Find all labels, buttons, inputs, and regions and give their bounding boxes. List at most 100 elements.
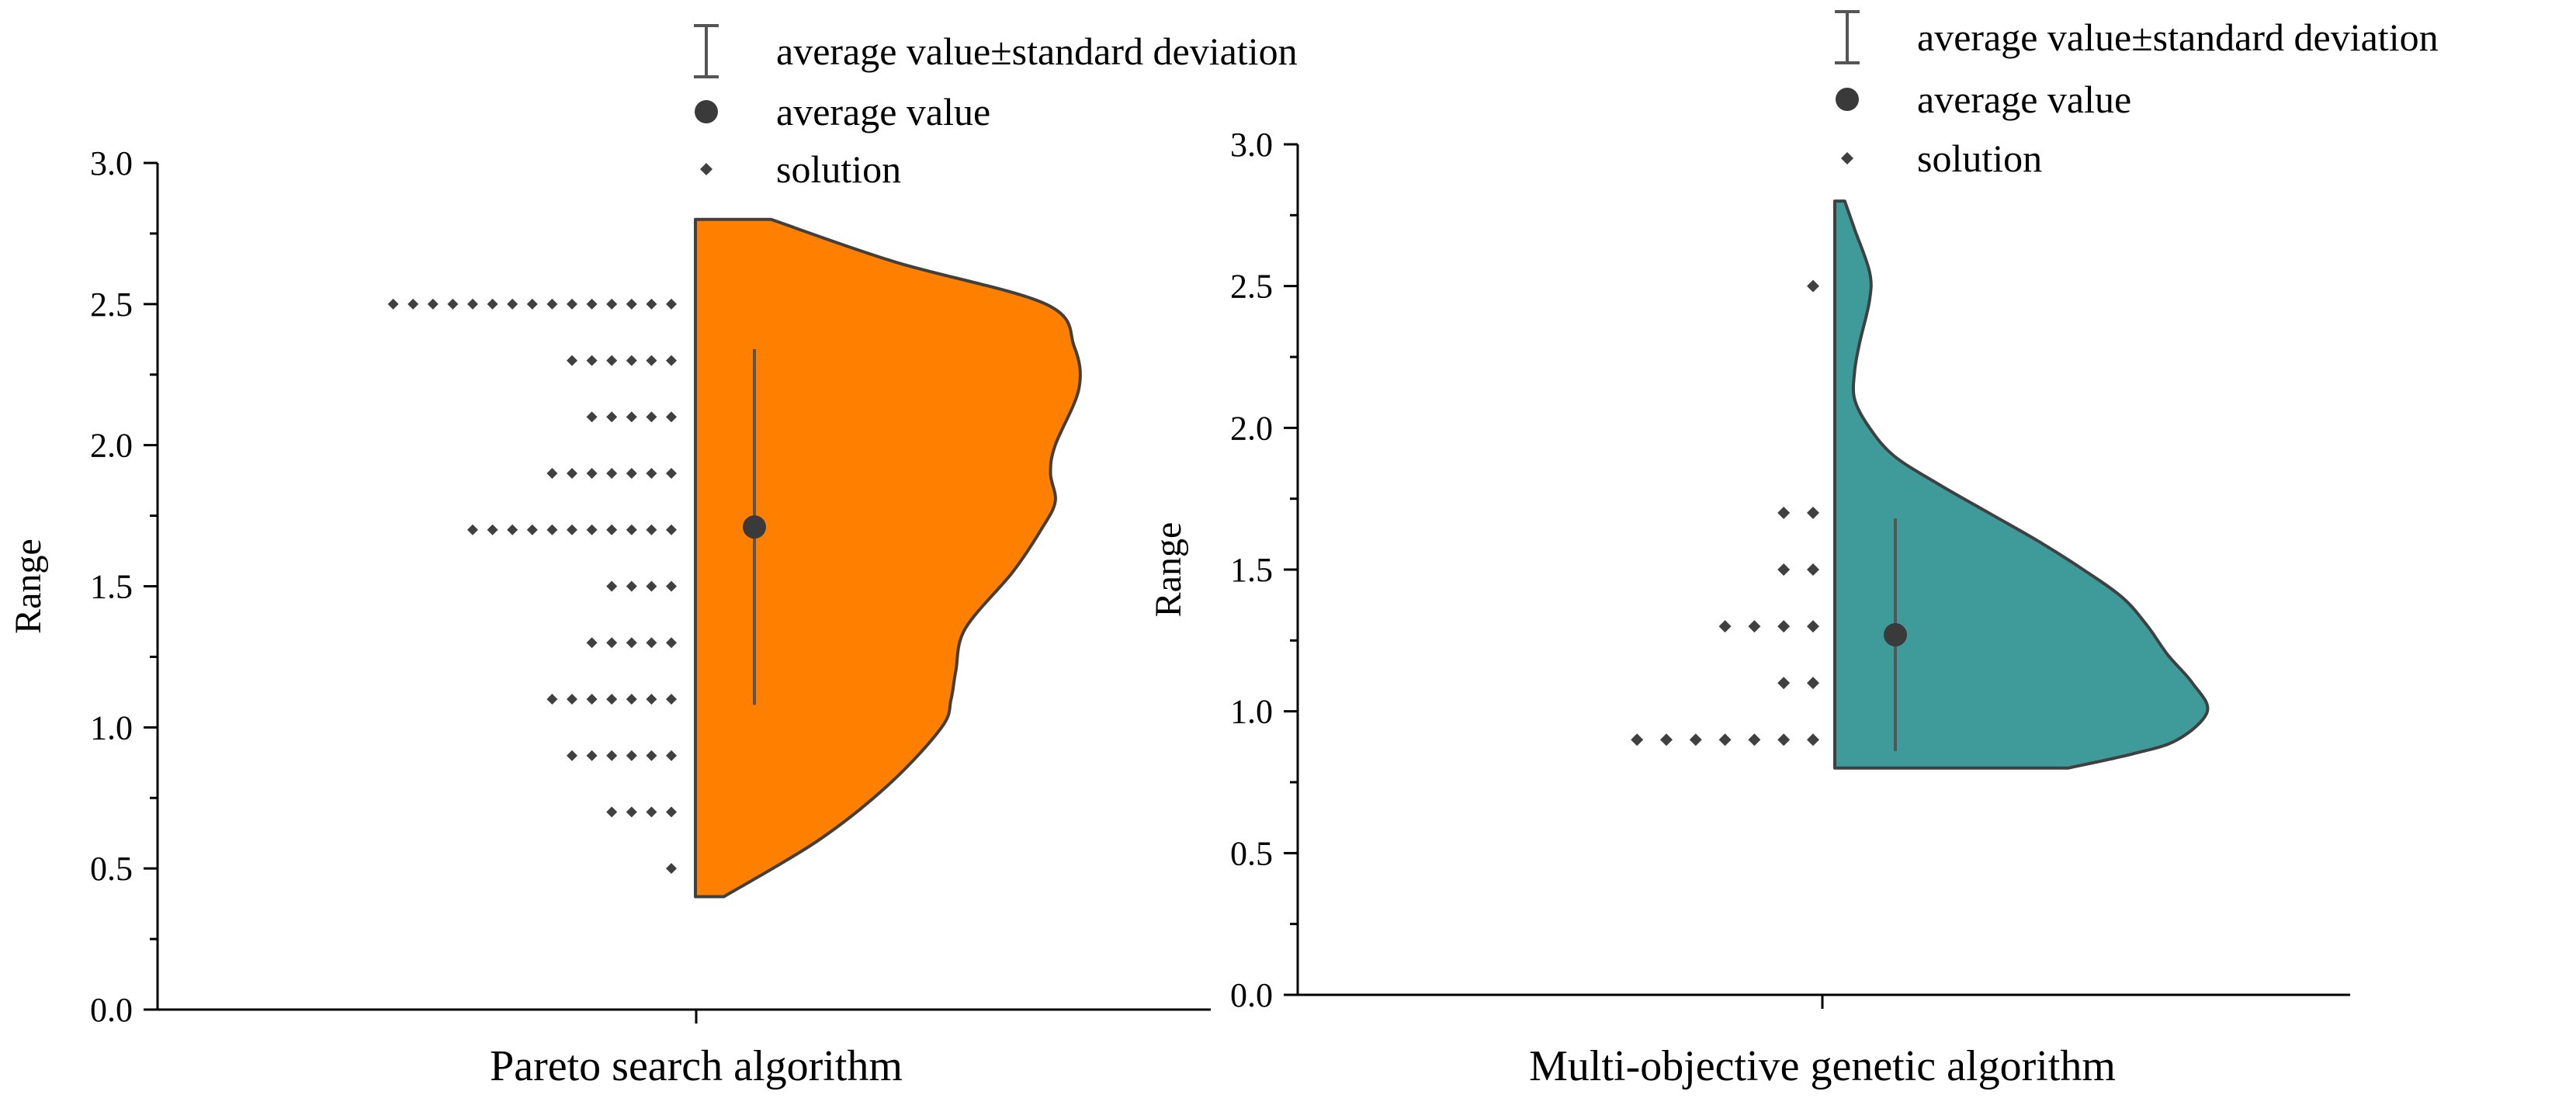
legend-label: average value bbox=[1917, 78, 2131, 121]
y-tick-label: 3.0 bbox=[1230, 126, 1273, 164]
solution-point bbox=[666, 693, 677, 705]
solution-point bbox=[567, 693, 577, 705]
solution-point bbox=[626, 750, 637, 761]
y-tick-label: 2.5 bbox=[1230, 268, 1273, 306]
y-tick-label: 1.0 bbox=[90, 708, 133, 747]
solution-point bbox=[567, 468, 577, 480]
solution-point bbox=[626, 298, 637, 310]
y-axis-title: Range bbox=[8, 539, 49, 634]
y-tick-label: 0.0 bbox=[1230, 976, 1273, 1014]
y-tick-label: 0.0 bbox=[90, 991, 133, 1029]
solution-point bbox=[1807, 279, 1819, 293]
solution-point bbox=[606, 468, 618, 480]
solution-point bbox=[487, 524, 498, 535]
solution-point bbox=[567, 298, 577, 310]
solution-point bbox=[447, 298, 459, 310]
y-tick-label: 2.0 bbox=[90, 427, 133, 465]
solution-point bbox=[626, 524, 637, 535]
solution-point bbox=[1807, 677, 1819, 690]
solution-point bbox=[606, 524, 618, 535]
solution-point bbox=[586, 750, 598, 761]
solution-point bbox=[666, 298, 677, 310]
legend-label: solution bbox=[776, 147, 901, 191]
solution-point bbox=[1807, 733, 1819, 747]
solution-point bbox=[606, 693, 618, 705]
solution-point bbox=[567, 355, 577, 366]
solution-point bbox=[646, 355, 657, 366]
solution-point bbox=[666, 580, 677, 592]
solution-point bbox=[626, 411, 637, 423]
solution-point bbox=[507, 298, 518, 310]
y-tick-label: 0.5 bbox=[90, 850, 133, 888]
solution-point bbox=[1777, 620, 1791, 633]
solution-point bbox=[626, 693, 637, 705]
solution-point bbox=[546, 693, 558, 705]
solution-point bbox=[586, 355, 598, 366]
solution-point bbox=[586, 693, 598, 705]
y-tick-label: 3.0 bbox=[90, 144, 133, 182]
solution-point bbox=[646, 468, 657, 480]
solution-point bbox=[1748, 733, 1761, 747]
legend-solution-icon bbox=[700, 163, 712, 175]
legend-label: average value bbox=[776, 90, 990, 133]
solution-point bbox=[646, 693, 657, 705]
y-tick-label: 2.5 bbox=[90, 286, 133, 324]
legend-mean-icon bbox=[695, 100, 718, 123]
solution-point bbox=[666, 355, 677, 366]
solution-point bbox=[626, 580, 637, 592]
solution-point bbox=[546, 524, 558, 535]
solution-point bbox=[646, 637, 657, 649]
solution-point bbox=[646, 411, 657, 423]
legends: average value±standard deviation average … bbox=[694, 10, 2439, 191]
solution-point bbox=[666, 468, 677, 480]
solution-point bbox=[626, 637, 637, 649]
category-label: Pareto search algorithm bbox=[490, 1042, 903, 1090]
solution-point bbox=[467, 524, 478, 535]
solution-point bbox=[586, 411, 598, 423]
mean-marker bbox=[1884, 623, 1907, 647]
solution-point bbox=[467, 298, 478, 310]
y-tick-label: 2.0 bbox=[1230, 409, 1273, 447]
solution-point bbox=[586, 524, 598, 535]
solution-point bbox=[606, 355, 618, 366]
legend-label: average value±standard deviation bbox=[1917, 16, 2439, 59]
mean-marker bbox=[743, 515, 766, 539]
solution-point bbox=[387, 298, 399, 310]
moga-panel: 0.0 0.5 1.0 1.5 2.0 2.5 3.0 Range Multi-objectiv… bbox=[1148, 126, 2350, 1090]
solution-point bbox=[1718, 733, 1732, 747]
solution-point bbox=[546, 298, 558, 310]
solution-point bbox=[646, 298, 657, 310]
solution-point bbox=[1689, 733, 1702, 747]
solution-point bbox=[666, 750, 677, 761]
solution-point bbox=[1807, 506, 1819, 519]
category-label: Multi-objective genetic algorithm bbox=[1529, 1042, 2116, 1090]
solution-point bbox=[1777, 677, 1791, 690]
solution-point bbox=[1777, 506, 1791, 519]
legend-label: average value±standard deviation bbox=[776, 29, 1298, 73]
solution-point bbox=[666, 524, 677, 535]
solution-point bbox=[586, 637, 598, 649]
solution-point bbox=[666, 411, 677, 423]
solution-point bbox=[626, 806, 637, 818]
solution-point bbox=[626, 468, 637, 480]
solution-point bbox=[507, 524, 518, 535]
y-tick-label: 1.5 bbox=[90, 568, 133, 606]
solution-point bbox=[646, 580, 657, 592]
solution-point bbox=[526, 298, 538, 310]
solution-point bbox=[1807, 620, 1819, 633]
solution-point bbox=[666, 806, 677, 818]
solution-point bbox=[606, 298, 618, 310]
solution-point bbox=[1631, 733, 1644, 747]
solution-point bbox=[427, 298, 439, 310]
violin-shape bbox=[694, 217, 1082, 899]
pareto-panel: 0.0 0.5 1.0 1.5 2.0 2.5 3.0 Range Pareto search … bbox=[8, 144, 1211, 1090]
solution-point bbox=[646, 524, 657, 535]
solution-point bbox=[606, 411, 618, 423]
solution-point bbox=[666, 863, 677, 875]
solution-point bbox=[407, 298, 419, 310]
solution-point bbox=[586, 298, 598, 310]
solution-point bbox=[646, 806, 657, 818]
solution-point bbox=[1807, 563, 1819, 576]
solution-point bbox=[1660, 733, 1673, 747]
